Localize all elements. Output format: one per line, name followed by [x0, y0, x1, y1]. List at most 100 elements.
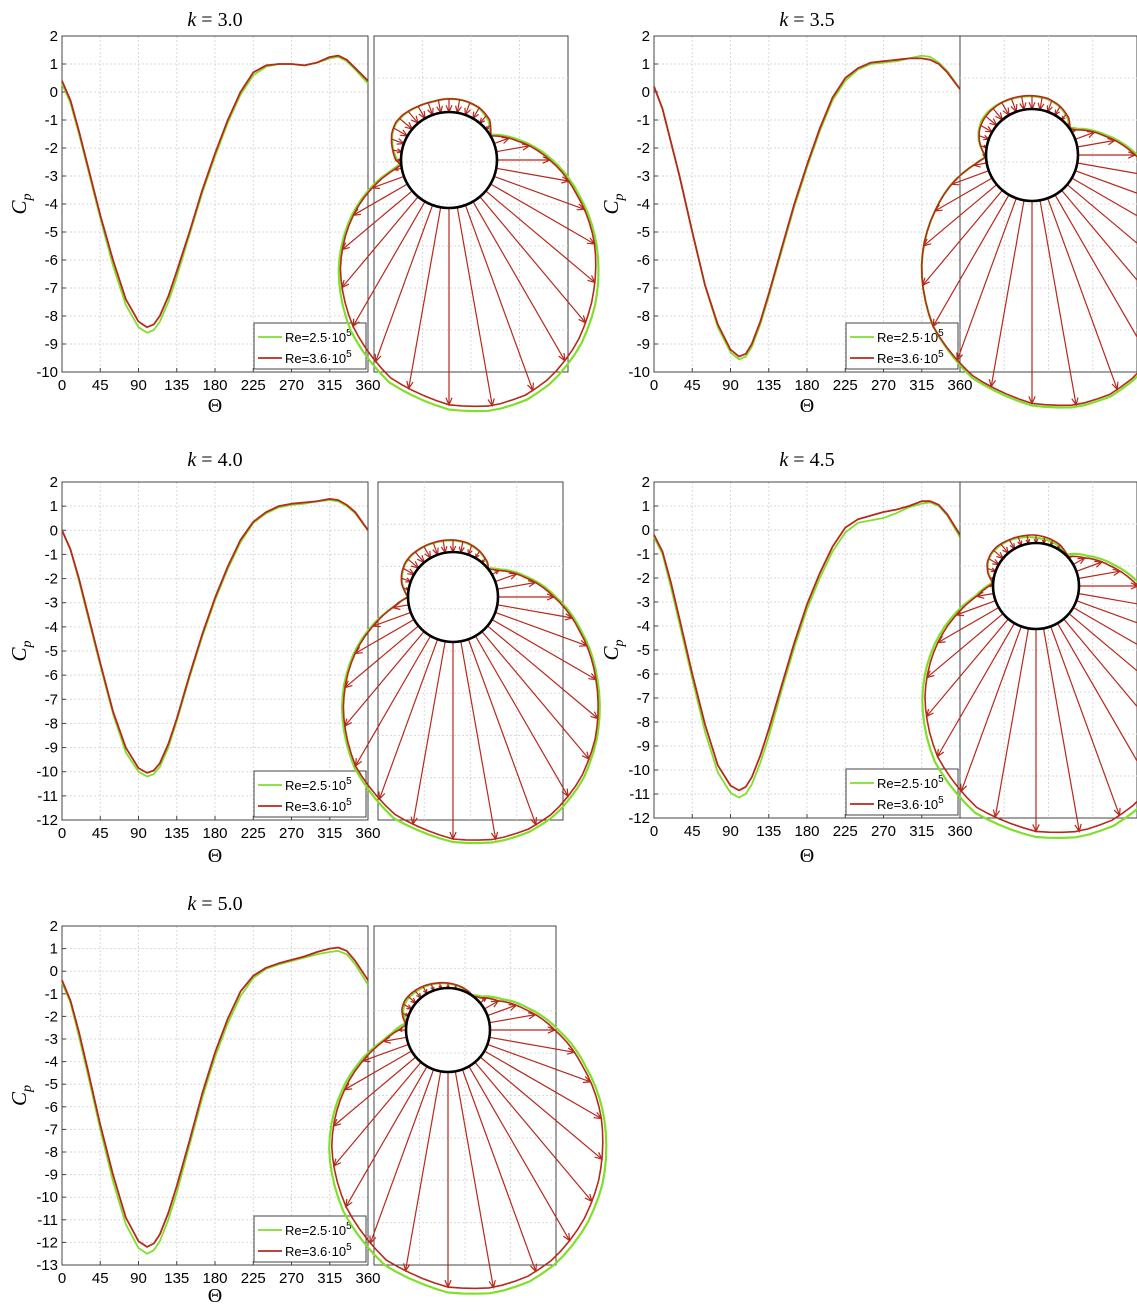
x-tick-label: 360: [947, 823, 972, 840]
y-tick-label: 2: [50, 28, 58, 45]
y-tick-label: -2: [45, 140, 58, 157]
y-tick-label: -9: [45, 336, 58, 353]
y-axis-label-sub: p: [20, 640, 35, 648]
y-tick-label: -10: [36, 1189, 58, 1206]
x-tick-label: 90: [722, 377, 739, 394]
y-tick-label: -5: [637, 224, 650, 241]
x-tick-label: 0: [58, 1270, 66, 1287]
x-tick-label: 315: [909, 377, 934, 394]
y-tick-label: -5: [45, 224, 58, 241]
y-tick-label: -12: [36, 812, 58, 829]
y-tick-label: -13: [36, 1257, 58, 1274]
x-axis-label: Θ: [800, 395, 814, 417]
y-tick-label: -2: [45, 1008, 58, 1025]
y-tick-label: -7: [45, 691, 58, 708]
chart-title-value: = 3.0: [196, 9, 242, 31]
y-tick-label: -4: [637, 196, 650, 213]
x-tick-label: 135: [164, 377, 189, 394]
x-tick-label: 225: [241, 825, 266, 842]
legend-label: Re=3.6·105: [877, 795, 944, 812]
x-tick-label: 225: [241, 1270, 266, 1287]
x-tick-label: 360: [355, 1270, 380, 1287]
x-tick-label: 90: [130, 1270, 147, 1287]
x-tick-label: 315: [317, 825, 342, 842]
y-axis-label: Cp: [599, 193, 627, 214]
x-axis-label: Θ: [208, 395, 222, 417]
x-tick-label: 135: [164, 825, 189, 842]
legend-label-base: Re=2.5·10: [285, 330, 346, 345]
y-tick-label: 1: [50, 56, 58, 73]
x-tick-label: 270: [279, 825, 304, 842]
x-tick-label: 90: [722, 823, 739, 840]
y-tick-label: 1: [642, 498, 650, 515]
y-axis-label: Cp: [7, 193, 35, 214]
polar-panel: [329, 926, 606, 1294]
chart-title-value: = 4.5: [788, 449, 834, 471]
y-tick-label: -5: [45, 643, 58, 660]
chart-title: k = 3.0: [187, 9, 242, 31]
x-tick-label: 180: [794, 377, 819, 394]
chart-title: k = 4.0: [187, 449, 242, 471]
y-axis-label-sub: p: [20, 1085, 35, 1093]
x-tick-label: 45: [684, 823, 701, 840]
y-tick-label: -3: [637, 594, 650, 611]
y-tick-label: -1: [637, 546, 650, 563]
x-tick-label: 360: [355, 377, 380, 394]
y-tick-label: 2: [642, 474, 650, 491]
legend-label-base: Re=2.5·10: [285, 1223, 346, 1238]
y-tick-label: -7: [45, 280, 58, 297]
x-tick-label: 360: [947, 377, 972, 394]
y-tick-label: -9: [637, 738, 650, 755]
legend-label: Re=2.5·105: [285, 776, 352, 793]
x-tick-label: 0: [650, 823, 658, 840]
x-tick-label: 135: [756, 823, 781, 840]
x-tick-label: 270: [871, 823, 896, 840]
y-tick-label: -3: [45, 595, 58, 612]
y-tick-label: -4: [45, 1054, 58, 1071]
legend-label-base: Re=3.6·10: [285, 351, 346, 366]
x-tick-label: 315: [317, 1270, 342, 1287]
y-tick-label: -4: [637, 618, 650, 635]
y-tick-label: -3: [637, 168, 650, 185]
chart-title-value: = 3.5: [788, 9, 834, 31]
legend-label: Re=2.5·105: [877, 328, 944, 345]
x-tick-label: 45: [684, 377, 701, 394]
legend-label-base: Re=2.5·10: [285, 778, 346, 793]
y-tick-label: -8: [45, 715, 58, 732]
y-tick-label: -8: [45, 1144, 58, 1161]
y-tick-label: -6: [45, 667, 58, 684]
y-tick-label: -12: [628, 810, 650, 827]
legend-label-base: Re=2.5·10: [877, 776, 938, 791]
x-axis-label: Θ: [208, 1285, 222, 1306]
x-tick-label: 45: [92, 377, 109, 394]
legend-label-exponent: 5: [938, 349, 944, 360]
legend-label: Re=3.6·105: [285, 797, 352, 814]
legend-label-base: Re=2.5·10: [877, 330, 938, 345]
y-tick-label: -11: [37, 788, 58, 805]
x-tick-label: 0: [58, 825, 66, 842]
polar-panel: [342, 482, 600, 843]
y-tick-label: -6: [637, 252, 650, 269]
y-axis-label-sub: p: [612, 193, 627, 201]
x-tick-label: 90: [130, 377, 147, 394]
x-tick-label: 45: [92, 1270, 109, 1287]
y-tick-label: -7: [45, 1121, 58, 1138]
y-tick-label: -10: [36, 764, 58, 781]
x-tick-label: 90: [130, 825, 147, 842]
y-tick-label: -3: [45, 168, 58, 185]
chart-title-value: = 4.0: [196, 449, 242, 471]
y-tick-label: 2: [50, 918, 58, 935]
y-tick-label: -10: [628, 762, 650, 779]
y-axis-label: Cp: [7, 640, 35, 661]
y-axis-label-main: C: [599, 646, 623, 661]
legend-label-exponent: 5: [346, 349, 352, 360]
y-tick-label: -3: [45, 1031, 58, 1048]
legend-label-exponent: 5: [346, 776, 352, 787]
x-tick-label: 225: [833, 823, 858, 840]
y-axis-label-sub: p: [612, 639, 627, 647]
x-tick-label: 360: [355, 825, 380, 842]
y-tick-label: -8: [45, 308, 58, 325]
